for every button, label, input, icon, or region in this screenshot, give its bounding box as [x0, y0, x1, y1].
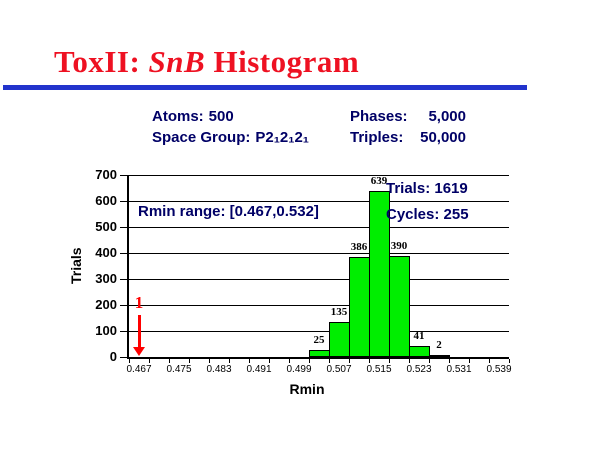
red-arrow-head [133, 347, 145, 356]
x-tick-label: 0.483 [206, 364, 232, 375]
gridline [129, 227, 509, 228]
gridline [129, 201, 509, 202]
title-underline-rule [3, 85, 527, 90]
y-tick-label: 400 [95, 245, 117, 260]
x-tick-label: 0.531 [446, 364, 472, 375]
y-tick-mark [120, 200, 127, 202]
histogram-bar [389, 256, 410, 357]
trials-count-note: Trials: 1619 [386, 180, 468, 197]
x-tick-mark [168, 359, 170, 363]
x-tick-mark [308, 359, 310, 363]
x-tick-mark [468, 359, 470, 363]
x-tick-label: 0.475 [166, 364, 192, 375]
x-tick-mark [388, 359, 390, 363]
gridline [129, 253, 509, 254]
x-tick-mark [268, 359, 270, 363]
param-triples-value: 50,000 [420, 129, 466, 146]
bar-value-label: 25 [313, 334, 325, 346]
x-tick-mark [328, 359, 330, 363]
gridline [129, 305, 509, 306]
y-tick-mark [120, 304, 127, 306]
param-phases-label: Phases: [350, 108, 408, 125]
x-tick-label: 0.523 [406, 364, 432, 375]
y-tick-label: 300 [95, 271, 117, 286]
y-tick-mark [120, 226, 127, 228]
x-tick-mark [428, 359, 430, 363]
gridline [129, 175, 509, 176]
y-tick-mark [120, 356, 127, 358]
x-axis-title: Rmin [289, 381, 325, 397]
page-title-prefix: ToxII: [54, 44, 149, 79]
histogram-bar [409, 346, 430, 357]
histogram-bar [309, 350, 330, 357]
param-phases-value: 5,000 [428, 108, 466, 125]
page-title-program-name: SnB [148, 44, 206, 79]
y-tick-mark [120, 278, 127, 280]
rmin-range-note: Rmin range: [0.467,0.532] [138, 203, 319, 220]
bar-value-label: 135 [330, 306, 348, 318]
param-atoms-value: 500 [208, 108, 234, 125]
x-tick-label: 0.499 [286, 364, 312, 375]
x-tick-mark [448, 359, 450, 363]
red-arrow-line [137, 315, 141, 349]
y-tick-label: 200 [95, 297, 117, 312]
y-tick-mark [120, 330, 127, 332]
bar-value-label: 41 [413, 330, 425, 342]
y-tick-label: 100 [95, 323, 117, 338]
y-tick-label: 500 [95, 219, 117, 234]
bar-value-label: 386 [350, 241, 368, 253]
x-tick-mark [208, 359, 210, 363]
x-tick-label: 0.491 [246, 364, 272, 375]
x-tick-mark [228, 359, 230, 363]
x-tick-mark [288, 359, 290, 363]
param-space-group-label: Space Group: [152, 129, 251, 146]
x-tick-label: 0.467 [126, 364, 152, 375]
x-tick-mark [248, 359, 250, 363]
gridline [129, 331, 509, 332]
param-space-group: Space Group: P2₁2₁2₁ [152, 127, 309, 148]
x-tick-mark [508, 359, 510, 363]
y-tick-mark [120, 174, 127, 176]
params-right-column: Phases: 5,000 Triples: 50,000 [350, 106, 466, 148]
bar-value-label: 639 [370, 175, 388, 187]
x-tick-mark [348, 359, 350, 363]
bar-value-label: 2 [436, 339, 442, 351]
bar-value-label: 390 [390, 240, 408, 252]
x-tick-mark [188, 359, 190, 363]
x-tick-mark [368, 359, 370, 363]
x-tick-label: 0.507 [326, 364, 352, 375]
y-tick-label: 700 [95, 167, 117, 182]
x-tick-mark [408, 359, 410, 363]
param-atoms-label: Atoms: [152, 108, 204, 125]
cycles-count-note: Cycles: 255 [386, 206, 469, 223]
y-tick-label: 0 [109, 349, 117, 364]
histogram-bar [329, 322, 350, 357]
y-tick-mark [120, 252, 127, 254]
x-tick-label: 0.539 [486, 364, 512, 375]
histogram-bar [429, 355, 450, 357]
param-atoms: Atoms: 500 [152, 106, 309, 127]
param-space-group-value: P2₁2₁2₁ [255, 129, 310, 146]
y-tick-label: 600 [95, 193, 117, 208]
param-triples: Triples: 50,000 [350, 127, 466, 148]
params-left-column: Atoms: 500 Space Group: P2₁2₁2₁ [152, 106, 309, 148]
page-title-suffix: Histogram [205, 44, 360, 79]
x-tick-label: 0.515 [366, 364, 392, 375]
histogram-bar [349, 257, 370, 357]
x-tick-mark [488, 359, 490, 363]
param-triples-label: Triples: [350, 129, 404, 146]
plot-area: 0 100 200 300 400 500 600 700 0.467 0.475 0.483 0.4… [95, 167, 511, 375]
x-tick-mark [148, 359, 150, 363]
param-phases: Phases: 5,000 [350, 106, 466, 127]
page-title: ToxII: SnB Histogram [54, 44, 359, 80]
x-tick-mark [128, 359, 130, 363]
arrow-count-label: 1 [134, 293, 144, 312]
gridline [129, 279, 509, 280]
